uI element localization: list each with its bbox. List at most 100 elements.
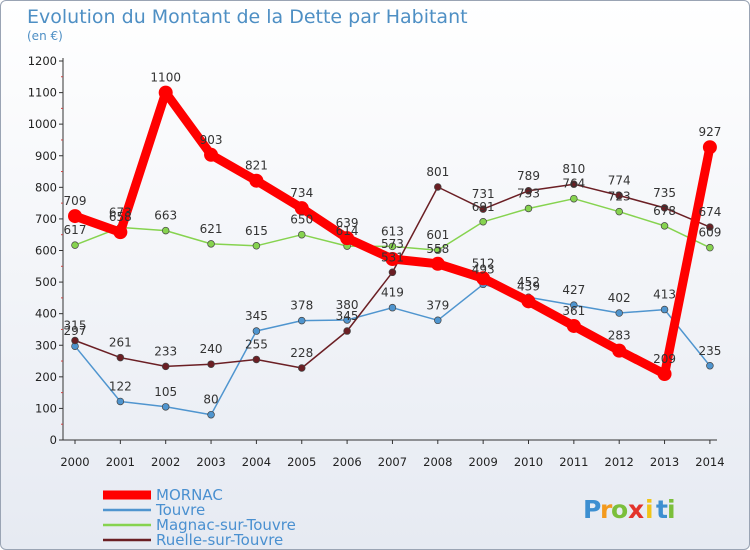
data-point — [298, 316, 306, 325]
legend-label: MORNAC — [156, 486, 223, 504]
data-point — [204, 147, 219, 162]
x-tick-label: 2000 — [60, 455, 89, 469]
data-label: 774 — [608, 174, 631, 188]
data-label: 209 — [653, 352, 676, 366]
data-label: 764 — [562, 177, 585, 191]
x-tick-label: 2006 — [332, 455, 361, 469]
x-tick-label: 2010 — [514, 455, 543, 469]
data-label: 614 — [336, 224, 359, 238]
data-label: 709 — [64, 194, 87, 208]
data-label: 609 — [698, 226, 721, 240]
logo-letter: i — [667, 495, 676, 524]
legend-label: Touvre — [155, 501, 205, 519]
data-label: 810 — [562, 162, 585, 176]
data-label: 673 — [109, 205, 132, 219]
data-label: 283 — [608, 329, 631, 343]
data-label: 427 — [562, 283, 585, 297]
data-label: 639 — [336, 216, 359, 230]
y-tick-label: 900 — [35, 149, 57, 163]
data-point — [612, 343, 627, 358]
data-point — [570, 301, 578, 309]
data-label: 80 — [203, 393, 218, 407]
y-tick-label: 700 — [35, 212, 57, 226]
data-label: 493 — [472, 262, 495, 276]
data-point — [434, 316, 442, 325]
data-point — [615, 309, 623, 317]
data-point — [340, 231, 355, 246]
data-label: 378 — [290, 299, 313, 313]
data-point — [706, 243, 714, 252]
data-label: 658 — [109, 210, 132, 224]
data-label: 663 — [154, 209, 177, 223]
data-label: 439 — [517, 279, 540, 293]
data-point — [570, 180, 578, 188]
data-point — [479, 218, 487, 226]
data-point — [660, 204, 669, 212]
data-label: 531 — [381, 250, 404, 264]
data-point — [343, 327, 351, 335]
data-point — [68, 209, 82, 224]
y-tick-label: 100 — [35, 401, 57, 415]
x-tick-label: 2004 — [242, 455, 271, 469]
data-point — [298, 364, 306, 372]
data-label: 512 — [472, 256, 495, 270]
legend-label: Magnac-sur-Touvre — [156, 516, 296, 534]
x-tick-label: 2008 — [423, 455, 452, 469]
data-label: 1100 — [150, 71, 181, 85]
data-label: 255 — [245, 337, 268, 351]
x-tick-label: 2003 — [196, 455, 225, 469]
data-point — [207, 360, 215, 368]
logo-letter: x — [628, 495, 644, 524]
chart-title: Evolution du Montant de la Dette par Hab… — [27, 6, 468, 28]
data-label: 361 — [562, 304, 585, 318]
y-tick-label: 0 — [50, 433, 57, 447]
data-label: 621 — [200, 222, 223, 236]
x-tick-label: 2007 — [378, 455, 407, 469]
data-point — [207, 240, 215, 248]
data-label: 233 — [154, 344, 177, 358]
data-point — [161, 226, 170, 235]
data-point — [388, 268, 397, 277]
data-point — [524, 187, 533, 195]
data-label: 650 — [290, 213, 313, 227]
data-point — [249, 173, 264, 188]
data-label: 380 — [336, 298, 359, 312]
data-label: 419 — [381, 286, 404, 300]
data-label: 789 — [517, 169, 540, 183]
data-label: 345 — [245, 309, 268, 323]
x-tick-label: 2001 — [106, 455, 135, 469]
data-point — [385, 252, 400, 267]
chart-subtitle: (en €) — [27, 29, 63, 43]
data-label: 122 — [109, 379, 132, 393]
data-point — [116, 353, 125, 362]
x-tick-label: 2002 — [151, 455, 180, 469]
data-point — [615, 191, 623, 200]
data-label: 613 — [381, 224, 404, 238]
data-point — [434, 246, 442, 254]
y-tick-label: 400 — [35, 307, 57, 321]
data-point — [660, 305, 669, 314]
data-point — [252, 355, 261, 364]
data-point — [116, 397, 125, 406]
data-label: 821 — [245, 159, 268, 173]
logo-letter: P — [583, 495, 601, 524]
data-point — [252, 327, 261, 335]
y-tick-label: 200 — [35, 370, 57, 384]
data-label: 558 — [426, 242, 449, 256]
y-tick-label: 1200 — [28, 54, 57, 68]
data-label: 691 — [472, 200, 495, 214]
data-point — [388, 242, 397, 251]
data-label: 674 — [698, 205, 721, 219]
data-label: 402 — [608, 291, 631, 305]
data-point — [570, 194, 578, 203]
data-point — [566, 318, 581, 333]
data-point — [252, 242, 261, 250]
data-point — [294, 201, 309, 216]
data-point — [298, 230, 306, 239]
axes: 0 100 200 300 400 500 600 700 800 900 1000 1100 1200… — [28, 54, 725, 469]
data-point — [113, 225, 128, 240]
legend-label: Ruelle-sur-Touvre — [156, 531, 283, 549]
data-point — [388, 303, 397, 312]
